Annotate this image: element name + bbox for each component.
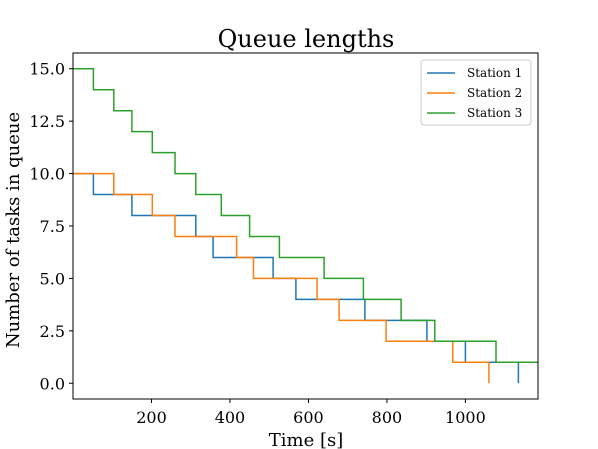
y-tick-label: 5.0 bbox=[40, 269, 65, 288]
x-tick-label: 600 bbox=[293, 408, 324, 427]
legend-box bbox=[420, 59, 532, 126]
y-tick-label: 15.0 bbox=[29, 60, 65, 79]
x-axis-ticks: 200 400 600 800 1000 bbox=[136, 399, 486, 427]
legend-label-2: Station 2 bbox=[467, 86, 522, 100]
legend-label-3: Station 3 bbox=[467, 106, 522, 120]
y-axis-label: Number of tasks in queue bbox=[3, 112, 24, 348]
y-tick-label: 2.5 bbox=[40, 322, 65, 341]
series-line-3 bbox=[73, 67, 538, 364]
x-tick-label: 1000 bbox=[445, 408, 486, 427]
legend: Station 1 Station 2 Station 3 bbox=[420, 59, 532, 126]
x-tick-label: 200 bbox=[136, 408, 167, 427]
chart-title: Queue lengths bbox=[218, 25, 395, 53]
x-tick-label: 400 bbox=[215, 408, 246, 427]
y-tick-label: 10.0 bbox=[29, 165, 65, 184]
x-axis-label: Time [s] bbox=[269, 430, 344, 449]
legend-label-1: Station 1 bbox=[467, 66, 522, 80]
x-tick-label: 800 bbox=[372, 408, 403, 427]
y-axis-ticks: 0.0 2.5 5.0 7.5 10.0 12.5 15.0 bbox=[29, 60, 73, 393]
y-tick-label: 12.5 bbox=[29, 112, 65, 131]
y-tick-label: 7.5 bbox=[40, 217, 65, 236]
y-tick-label: 0.0 bbox=[40, 374, 65, 393]
series-line-2 bbox=[73, 172, 490, 384]
